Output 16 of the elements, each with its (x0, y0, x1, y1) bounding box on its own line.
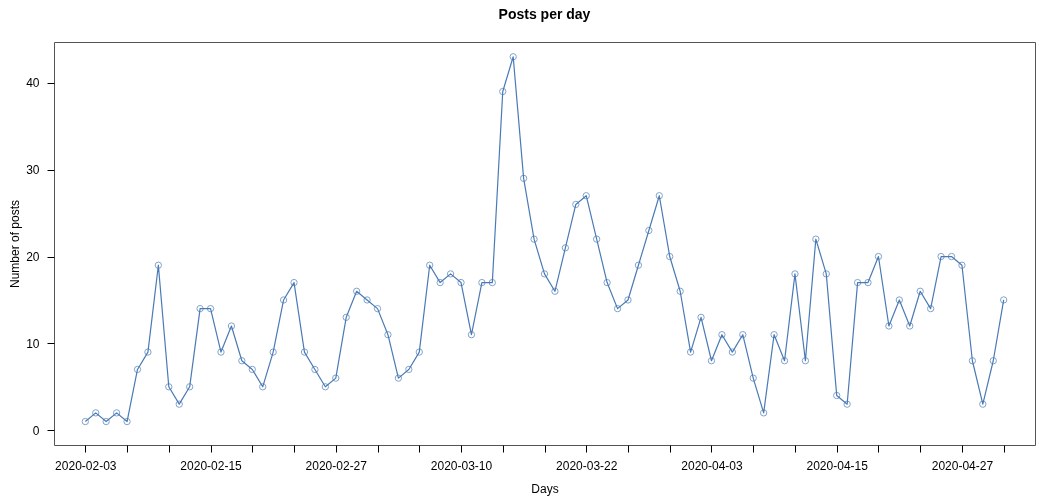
y-axis-title: Number of posts (8, 199, 23, 289)
x-axis-title: Days (531, 481, 559, 496)
y-tick-label: 20 (26, 250, 40, 265)
chart-title: Posts per day (498, 6, 591, 22)
x-tick-label: 2020-04-15 (806, 458, 869, 473)
x-tick-label: 2020-03-22 (556, 458, 618, 473)
x-tick-label: 2020-02-27 (305, 458, 368, 473)
y-tick-label: 10 (26, 336, 40, 351)
x-tick-label: 2020-02-03 (55, 458, 117, 473)
x-tick-label: 2020-04-03 (681, 458, 743, 473)
x-tick-label: 2020-03-10 (430, 458, 493, 473)
y-tick-label: 40 (26, 76, 40, 91)
x-tick-label: 2020-02-15 (180, 458, 243, 473)
y-tick-label: 30 (26, 163, 40, 178)
x-tick-label: 2020-04-27 (931, 458, 994, 473)
y-tick-label: 0 (32, 423, 40, 438)
